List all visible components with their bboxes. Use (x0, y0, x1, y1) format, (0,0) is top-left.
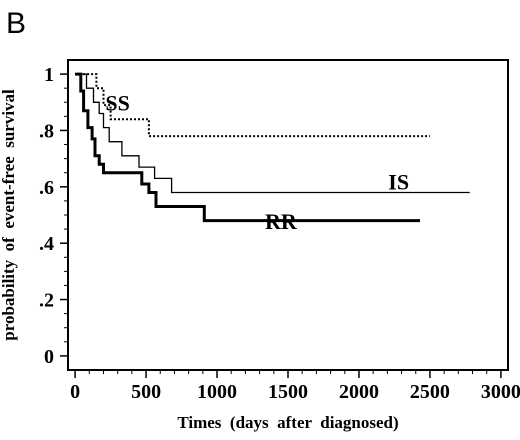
curve-rr (75, 72, 420, 223)
x-tick-label: 1000 (197, 381, 237, 403)
y-tick-label: .6 (39, 177, 54, 199)
y-tick-label: 1 (44, 64, 54, 86)
y-tick-label: .2 (39, 290, 54, 312)
x-tick-label: 500 (131, 381, 161, 403)
survival-curves (75, 72, 470, 223)
y-tick-label: .8 (39, 120, 54, 142)
x-axis-label: Times (days after diagnosed) (177, 413, 398, 432)
y-tick-label: .4 (39, 233, 54, 255)
x-tick-label: 1500 (268, 381, 308, 403)
x-tick-label: 2000 (339, 381, 379, 403)
panel-letter: B (6, 7, 26, 40)
x-tick-label: 2500 (410, 381, 450, 403)
x-tick-label: 0 (70, 381, 80, 403)
x-tick-label: 3000 (481, 381, 520, 403)
series-label-rr: RR (265, 209, 298, 234)
axis-ticks: 0 500 1000 1500 2000 2500 3000 0 .2 .4 .6 .8 1 (39, 64, 520, 403)
curve-ss (75, 73, 430, 138)
y-tick-label: 0 (44, 346, 54, 368)
curve-is (75, 73, 470, 194)
series-label-ss: SS (105, 91, 129, 116)
series-labels: SS IS RR (105, 91, 409, 234)
y-axis-label: probability of event-free survival (0, 89, 18, 341)
series-label-is: IS (388, 170, 409, 195)
